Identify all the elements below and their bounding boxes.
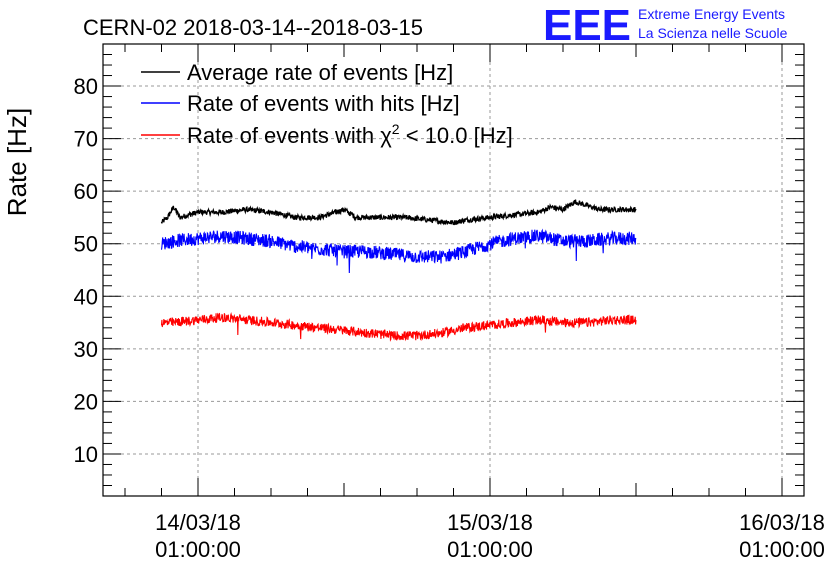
- x-tick-label-time: 01:00:00: [155, 537, 241, 562]
- y-tick-label: 80: [74, 74, 98, 99]
- y-tick-label: 20: [74, 389, 98, 414]
- legend-label-hits: Rate of events with hits [Hz]: [187, 91, 460, 116]
- eee-logo-line2: La Scienza nelle Scuole: [638, 25, 788, 41]
- y-tick-label: 70: [74, 127, 98, 152]
- axes: 102030405060708014/03/1801:00:0015/03/18…: [74, 43, 825, 562]
- legend-label-chi2: Rate of events with χ2 < 10.0 [Hz]: [187, 121, 513, 148]
- legend-label-average: Average rate of events [Hz]: [187, 60, 453, 85]
- legend-label-chi2-suffix: < 10.0 [Hz]: [400, 123, 513, 148]
- x-tick-label-date: 16/03/18: [739, 510, 825, 535]
- x-tick-label-time: 01:00:00: [739, 537, 825, 562]
- y-axis-label: Rate [Hz]: [2, 108, 32, 216]
- series-line-1: [160, 199, 637, 226]
- grid-lines: [103, 44, 804, 496]
- y-tick-label: 30: [74, 337, 98, 362]
- y-tick-label: 40: [74, 284, 98, 309]
- x-tick-label-time: 01:00:00: [447, 537, 533, 562]
- data-series: [160, 199, 637, 342]
- y-tick-label: 60: [74, 179, 98, 204]
- legend-label-chi2-sup: 2: [392, 121, 400, 137]
- chart-title: CERN-02 2018-03-14--2018-03-15: [83, 15, 423, 40]
- plot-frame: [102, 43, 805, 497]
- eee-logo-mark: EEE: [543, 1, 631, 50]
- series-line-3: [160, 312, 637, 342]
- eee-logo-line1: Extreme Energy Events: [638, 6, 785, 22]
- x-tick-label-date: 14/03/18: [155, 510, 241, 535]
- x-tick-label-date: 15/03/18: [447, 510, 533, 535]
- legend-label-chi2-symbol: χ: [380, 123, 392, 148]
- legend: Average rate of events [Hz] Rate of even…: [141, 60, 513, 148]
- y-tick-label: 10: [74, 442, 98, 467]
- y-tick-label: 50: [74, 232, 98, 257]
- legend-label-chi2-prefix: Rate of events with: [187, 123, 380, 148]
- eee-logo: EEE Extreme Energy Events La Scienza nel…: [543, 1, 788, 50]
- series-line-2: [160, 228, 637, 274]
